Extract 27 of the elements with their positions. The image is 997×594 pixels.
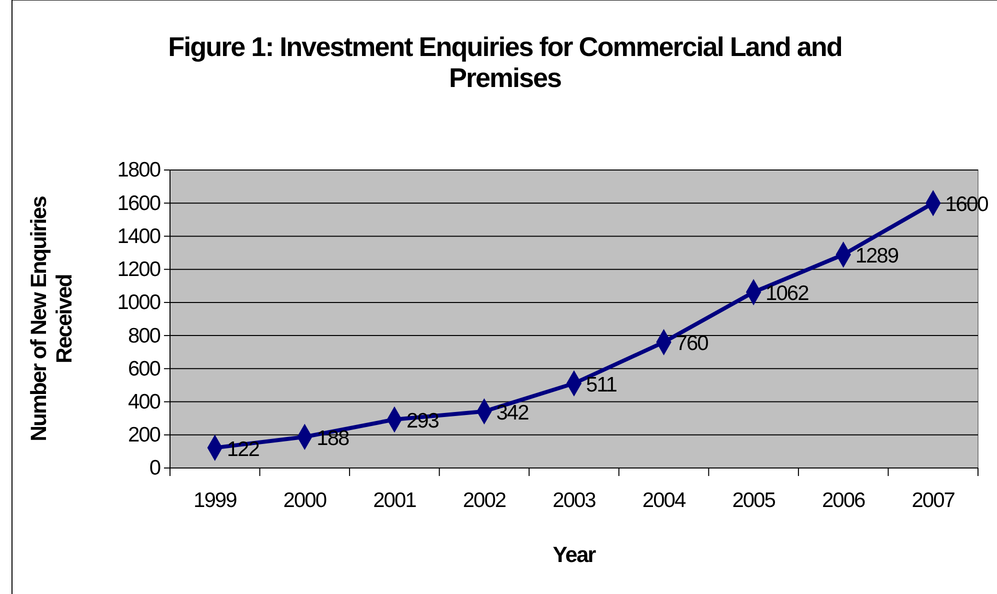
x-tick-label: 2002 [462,488,506,512]
y-tick-label: 0 [149,456,160,480]
y-tick-label: 1600 [117,192,160,215]
x-tick-label: 2001 [373,488,416,512]
data-label: 511 [586,373,617,396]
x-tick-label: 2004 [642,488,686,512]
data-label: 1289 [855,244,898,268]
y-tick-label: 1800 [117,158,160,182]
y-tick-label: 800 [128,324,160,348]
x-tick-label: 2000 [283,488,326,512]
data-label: 760 [676,332,708,356]
x-tick-label: 1999 [194,488,237,512]
y-tick-label: 1200 [117,258,160,282]
y-tick-label: 1000 [117,291,160,314]
x-tick-label: 2006 [822,488,866,512]
y-axis-title: Number of New Enquiries Received [26,196,76,442]
chart-title: Figure 1: Investment Enquiries for Commercial Land and Premises [168,32,842,94]
y-tick-label: 1400 [117,224,160,248]
data-label: 342 [496,401,529,424]
x-tick-label: 2007 [912,488,955,512]
x-axis-title: Year [552,542,597,567]
y-tick-label: 200 [128,424,160,447]
x-tick-label: 2003 [552,488,596,512]
y-tick-label: 600 [128,357,160,380]
x-tick-label: 2005 [732,488,776,512]
data-label: 1062 [766,282,809,306]
y-tick-label: 400 [128,390,160,414]
